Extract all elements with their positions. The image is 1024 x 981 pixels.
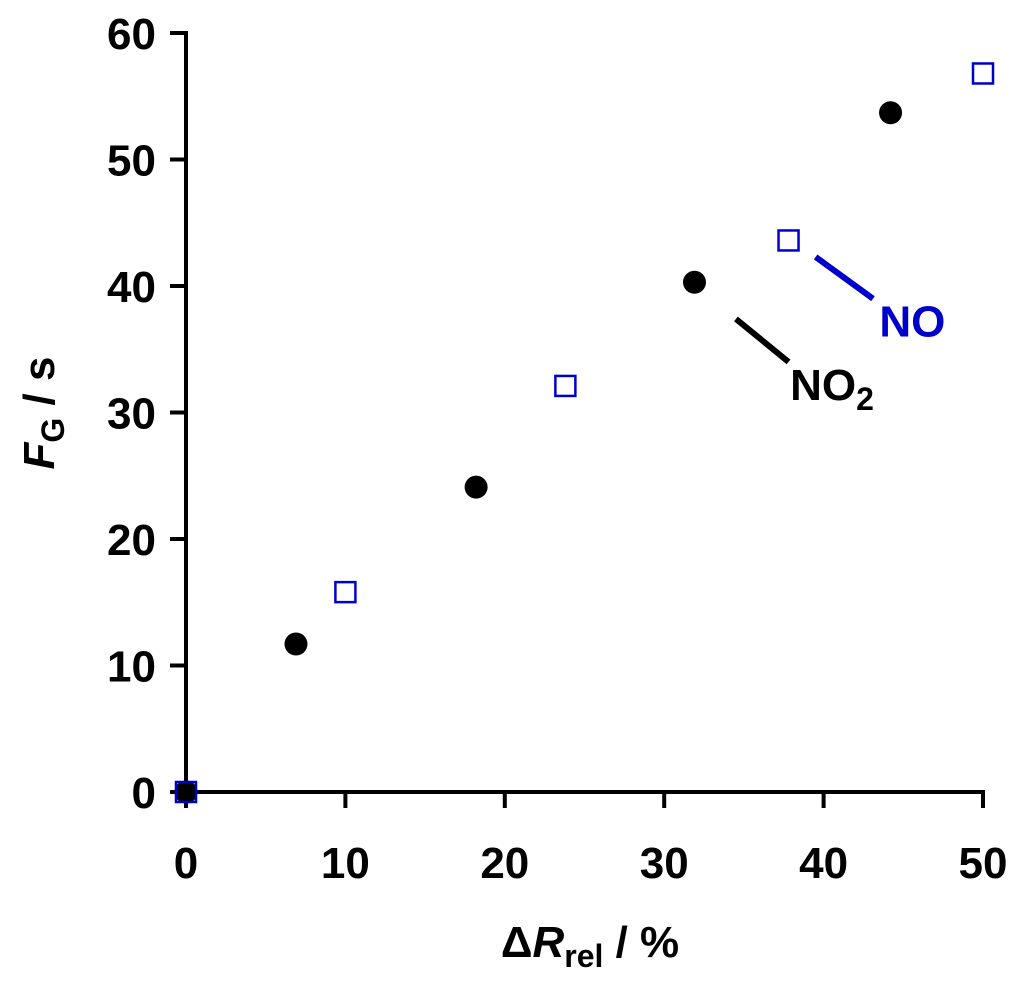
x-tick-label: 40 (799, 839, 848, 888)
no2-data-point (682, 270, 706, 294)
label-leaders (734, 254, 875, 365)
x-tick-label: 10 (321, 839, 370, 888)
x-tick-label: 30 (640, 839, 689, 888)
y-tick-label: 10 (107, 643, 156, 692)
y-tick-label: 30 (107, 390, 156, 439)
x-axis-title-subscript: rel (564, 938, 603, 974)
no-data-point (554, 374, 577, 398)
no2-data-point (879, 101, 903, 125)
y-tick-label: 60 (107, 10, 156, 59)
x-axis-title-prefix: Δ (501, 918, 533, 967)
y-axis-title-subscript: G (35, 418, 71, 443)
no-data-point (334, 580, 357, 604)
no-data-point (777, 229, 800, 252)
no2-data-point (464, 475, 488, 499)
y-tick-label: 40 (107, 263, 156, 312)
y-axis-title: FG / s (15, 357, 71, 470)
x-tick-label: 20 (480, 839, 529, 888)
no2-data-point (284, 632, 308, 656)
no-leader-line (813, 254, 875, 302)
x-axis-title-suffix: / % (603, 918, 679, 967)
y-axis-title-suffix: / s (15, 357, 64, 418)
data-points (174, 62, 995, 804)
no-label-base: NO (879, 298, 945, 347)
no2-label-subscript: 2 (856, 381, 874, 417)
ticks: 0 10 20 30 40 50 60 0 10 20 30 40 50 (107, 10, 1007, 888)
no2-label-base: NO (790, 361, 856, 410)
x-tick-label: 50 (959, 839, 1008, 888)
y-axis-title-symbol: F (15, 441, 64, 469)
no-series-label: NO (879, 298, 945, 347)
y-tick-label: 50 (107, 137, 156, 186)
no-data-point (174, 780, 198, 804)
no2-data-point (174, 780, 198, 804)
y-tick-label: 0 (132, 769, 156, 818)
y-tick-label: 20 (107, 516, 156, 565)
x-axis-title-symbol: R (532, 918, 564, 967)
no-data-point (971, 62, 995, 85)
no2-series-label: NO2 (790, 361, 874, 417)
x-axis-title: ΔRrel / % (501, 918, 679, 974)
no2-leader-line (734, 316, 791, 365)
x-tick-label: 0 (174, 839, 198, 888)
